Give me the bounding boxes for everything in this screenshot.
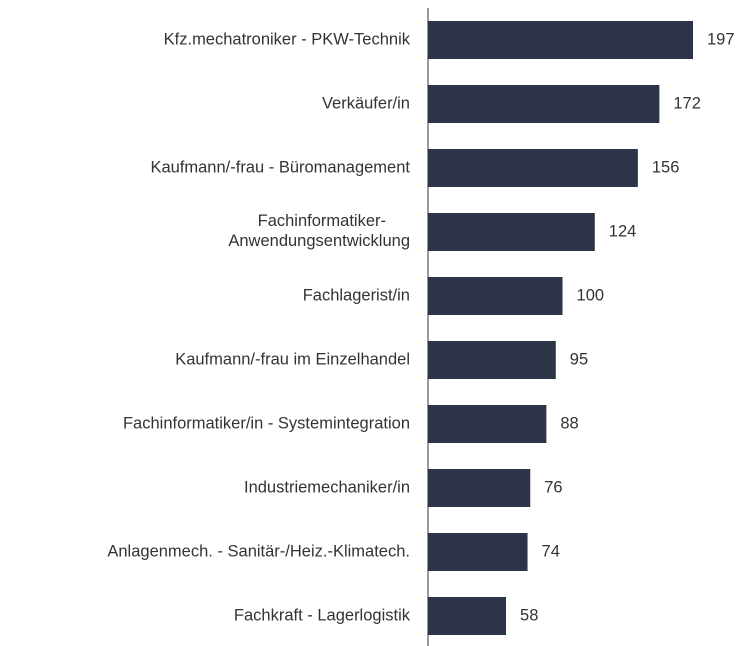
category-label: Verkäufer/in: [322, 94, 410, 112]
bar: [428, 85, 660, 123]
category-label: Fachinformatiker-Anwendungsentwicklung: [228, 212, 410, 250]
value-label: 124: [609, 222, 637, 240]
category-label: Kaufmann/-frau im Einzelhandel: [175, 350, 410, 368]
value-label: 172: [673, 94, 701, 112]
value-label: 156: [652, 158, 680, 176]
bar: [428, 277, 563, 315]
value-label: 76: [544, 478, 562, 496]
value-label: 197: [707, 30, 735, 48]
bar: [428, 597, 507, 635]
bar: [428, 21, 693, 59]
category-label: Anlagenmech. - Sanitär-/Heiz.-Klimatech.: [107, 542, 410, 560]
bar: [428, 341, 556, 379]
category-label: Kaufmann/-frau - Büromanagement: [150, 158, 410, 176]
category-label: Fachlagerist/in: [303, 286, 410, 304]
bar: [428, 405, 547, 443]
value-label: 88: [560, 414, 578, 432]
bar: [428, 213, 595, 251]
bar: [428, 533, 528, 571]
value-label: 74: [542, 542, 560, 560]
value-label: 100: [577, 286, 605, 304]
category-label: Industriemechaniker/in: [244, 478, 410, 496]
category-label: Fachinformatiker/in - Systemintegration: [123, 414, 410, 432]
category-label: Fachkraft - Lagerlogistik: [234, 606, 411, 624]
value-label: 58: [520, 606, 538, 624]
bar: [428, 469, 531, 507]
value-label: 95: [570, 350, 588, 368]
bar: [428, 149, 638, 187]
category-label: Kfz.mechatroniker - PKW-Technik: [164, 30, 411, 48]
